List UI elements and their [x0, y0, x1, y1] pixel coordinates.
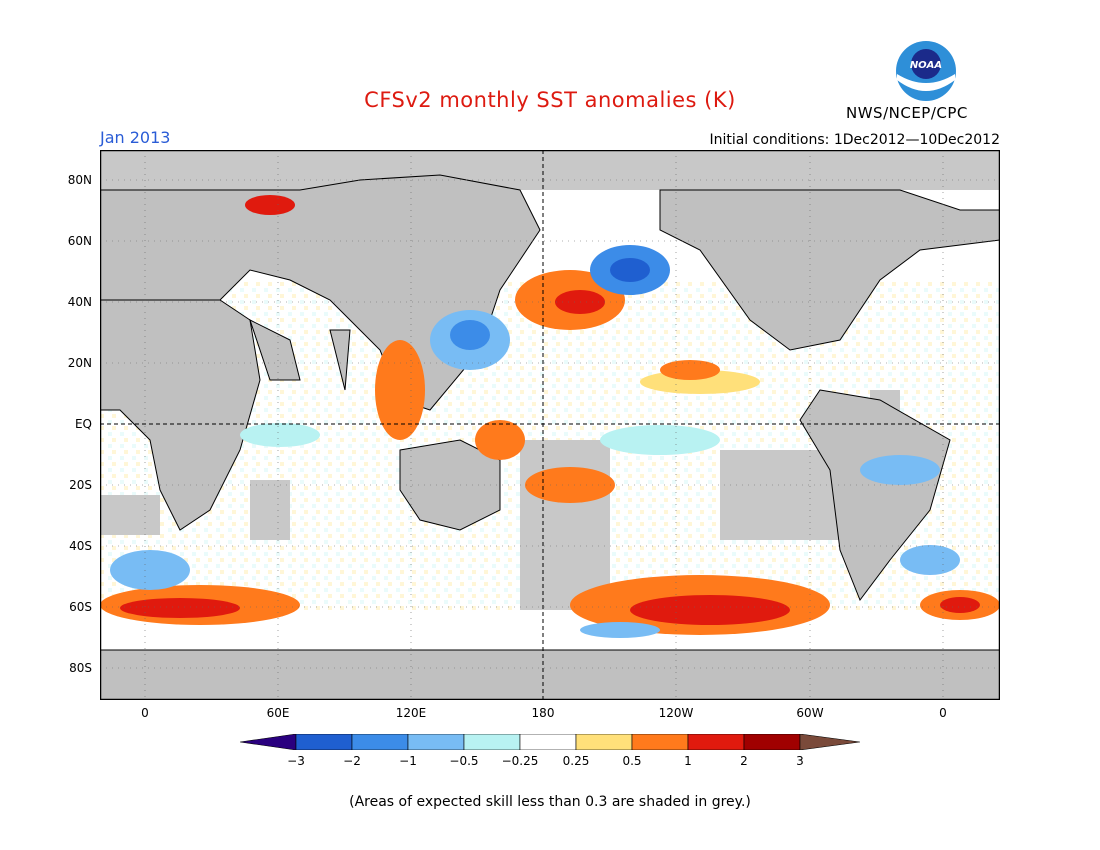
- colorbar-label: −0.5: [449, 754, 479, 768]
- colorbar-label: 2: [740, 754, 748, 768]
- lon-label: 120W: [658, 706, 694, 720]
- lon-label: 0: [141, 706, 149, 720]
- skill-footnote: (Areas of expected skill less than 0.3 a…: [349, 794, 751, 810]
- colorbar-cell: [519, 733, 577, 751]
- colorbar-cell: [687, 733, 745, 751]
- lat-label: EQ: [74, 417, 92, 431]
- logo-text: NOAA: [910, 60, 942, 71]
- noaa-logo: NOAA: [895, 40, 957, 102]
- colorbar-cell: [295, 733, 353, 751]
- lat-label: 40N: [67, 295, 92, 309]
- sst-anomaly-map: [99, 149, 1001, 701]
- lat-label: 60S: [69, 600, 92, 614]
- colorbar-cell: [351, 733, 409, 751]
- graticule: [100, 150, 1000, 700]
- colorbar-cell: [631, 733, 689, 751]
- colorbar-label: −3: [287, 754, 305, 768]
- colorbar-cell: [743, 733, 801, 751]
- colorbar-label: −1: [399, 754, 417, 768]
- org-label: NWS/NCEP/CPC: [846, 104, 968, 122]
- colorbar: [239, 733, 861, 751]
- month-label: Jan 2013: [100, 128, 171, 147]
- cool-anomalies: [110, 245, 960, 638]
- colorbar-cell: [463, 733, 521, 751]
- colorbar-label: −0.25: [501, 754, 539, 768]
- lat-label: 60N: [67, 234, 92, 248]
- lat-label: 20N: [67, 356, 92, 370]
- initial-conditions-label: Initial conditions: 1Dec2012—10Dec2012: [709, 132, 1000, 148]
- lon-label: 0: [939, 706, 947, 720]
- land: [99, 174, 1001, 701]
- colorbar-cell: [239, 733, 297, 751]
- colorbar-label: −2: [343, 754, 361, 768]
- colorbar-label: 0.25: [562, 754, 590, 768]
- colorbar-cell: [407, 733, 465, 751]
- lat-label: 80N: [67, 173, 92, 187]
- lon-label: 120E: [395, 706, 427, 720]
- colorbar-label: 1: [684, 754, 692, 768]
- colorbar-cell: [799, 733, 861, 751]
- lon-label: 180: [531, 706, 555, 720]
- map-frame: [99, 149, 1001, 701]
- colorbar-label: 3: [796, 754, 804, 768]
- colorbar-label: 0.5: [622, 754, 642, 768]
- colorbar-cell: [575, 733, 633, 751]
- lat-label: 80S: [69, 661, 92, 675]
- lon-label: 60E: [266, 706, 290, 720]
- map-title: CFSv2 monthly SST anomalies (K): [364, 88, 736, 112]
- lon-label: 60W: [796, 706, 824, 720]
- warm-anomalies: [100, 195, 1000, 635]
- lat-label: 40S: [69, 539, 92, 553]
- lat-label: 20S: [69, 478, 92, 492]
